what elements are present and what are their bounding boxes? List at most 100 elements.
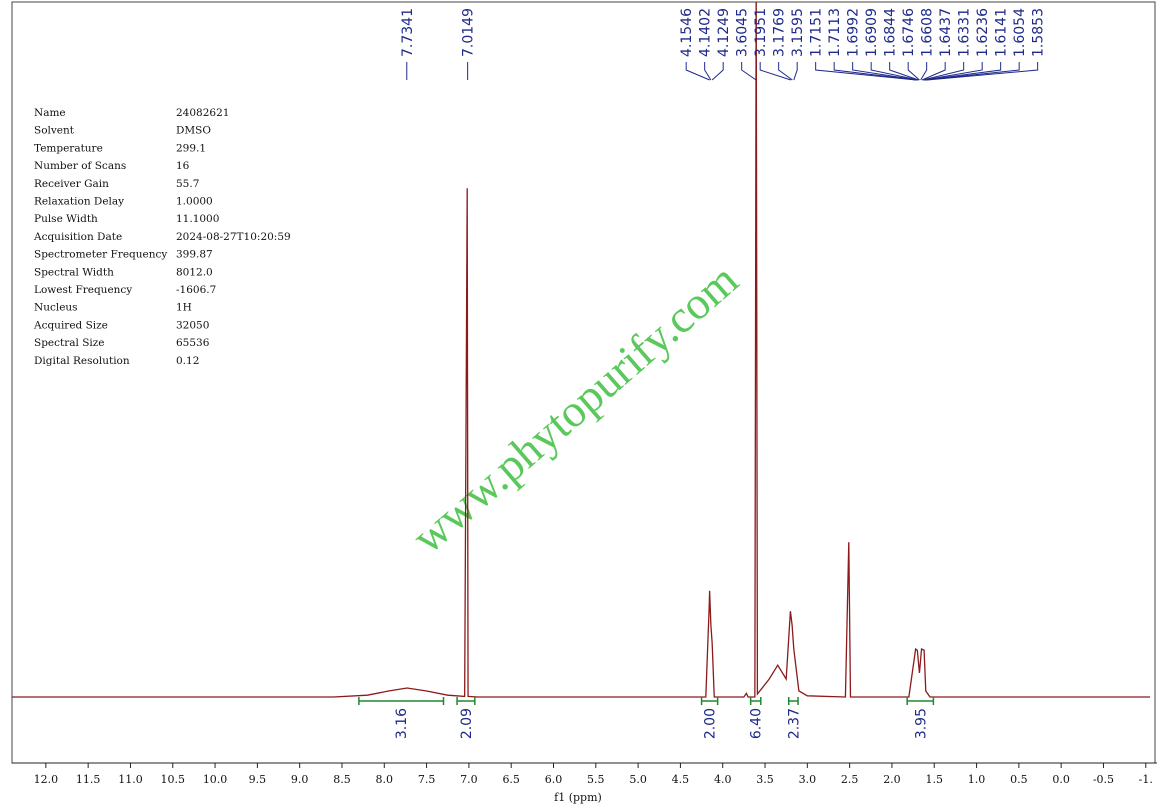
peak-label: 7.0149 xyxy=(461,8,477,57)
peak-marker xyxy=(741,62,757,81)
param-name: Pulse Width xyxy=(34,213,98,225)
peak-label: 1.7113 xyxy=(827,8,843,57)
peak-marker xyxy=(778,62,793,81)
x-tick-label: 7.0 xyxy=(460,773,478,786)
integral-label: 3.95 xyxy=(913,708,929,739)
param-name: Name xyxy=(34,107,66,119)
param-name: Relaxation Delay xyxy=(34,196,124,208)
param-name: Number of Scans xyxy=(34,160,126,172)
param-name: Lowest Frequency xyxy=(34,284,132,296)
peak-label: 1.6992 xyxy=(846,8,862,57)
peak-label: 1.6331 xyxy=(957,8,973,57)
param-value: 24082621 xyxy=(176,107,229,119)
peak-label: 7.7341 xyxy=(400,8,416,57)
peak-marker xyxy=(833,62,917,81)
x-tick-label: 3.5 xyxy=(756,773,774,786)
x-axis-label: f1 (ppm) xyxy=(554,791,602,804)
x-tick-label: 0.0 xyxy=(1052,773,1070,786)
param-name: Nucleus xyxy=(34,302,78,314)
peak-marker xyxy=(920,62,928,81)
x-tick-label: 1.5 xyxy=(925,773,943,786)
integral-label: 2.00 xyxy=(703,708,719,739)
peak-marker xyxy=(685,62,710,81)
x-tick-label: 2.0 xyxy=(883,773,901,786)
x-tick-label: 9.5 xyxy=(249,773,267,786)
x-tick-label: 5.0 xyxy=(629,773,647,786)
x-tick-label: 8.0 xyxy=(376,773,394,786)
x-tick-label: 0.5 xyxy=(1010,773,1028,786)
peak-marker xyxy=(889,62,919,81)
integral-label: 2.09 xyxy=(459,708,475,739)
peak-marker xyxy=(759,62,791,81)
x-tick-label: 4.5 xyxy=(672,773,690,786)
peak-marker xyxy=(921,62,946,81)
param-value: 299.1 xyxy=(176,142,206,154)
param-name: Spectral Size xyxy=(34,337,105,349)
peak-marker xyxy=(852,62,918,81)
param-name: Spectrometer Frequency xyxy=(34,249,167,261)
integral-label: 6.40 xyxy=(749,708,765,739)
peak-label: 1.6909 xyxy=(864,8,880,57)
integral-label: 3.16 xyxy=(394,708,410,739)
x-tick-label: -0.5 xyxy=(1093,773,1114,786)
param-name: Digital Resolution xyxy=(34,355,130,367)
peak-label: 1.7151 xyxy=(809,8,825,57)
x-tick-label: 5.5 xyxy=(587,773,605,786)
x-tick-label: 10.0 xyxy=(203,773,228,786)
x-tick-label: 7.5 xyxy=(418,773,436,786)
peak-label: 1.6746 xyxy=(901,8,917,57)
x-tick-label: 2.5 xyxy=(841,773,859,786)
peak-marker xyxy=(922,62,965,81)
param-value: 16 xyxy=(176,160,190,172)
peak-label: 1.6141 xyxy=(994,8,1010,57)
param-value: -1606.7 xyxy=(176,284,216,296)
param-value: 399.87 xyxy=(176,249,213,261)
param-name: Temperature xyxy=(34,142,103,154)
watermark: www.phytopurify.com xyxy=(402,253,747,563)
param-value: 55.7 xyxy=(176,178,199,190)
param-value: 32050 xyxy=(176,319,209,331)
x-tick-label: 8.5 xyxy=(333,773,351,786)
peak-marker xyxy=(711,62,724,81)
x-tick-label: 12.0 xyxy=(34,773,59,786)
x-tick-label: 3.0 xyxy=(799,773,817,786)
peak-marker xyxy=(923,62,983,81)
peak-label: 1.5853 xyxy=(1031,8,1047,57)
x-tick-label: -1. xyxy=(1139,773,1153,786)
param-name: Spectral Width xyxy=(34,266,114,278)
peak-marker xyxy=(704,62,712,81)
x-tick-label: 11.5 xyxy=(76,773,101,786)
x-tick-label: 6.0 xyxy=(545,773,563,786)
param-value: 8012.0 xyxy=(176,266,213,278)
x-tick-label: 11.0 xyxy=(118,773,143,786)
peak-label: 3.1951 xyxy=(753,8,769,57)
param-value: 11.1000 xyxy=(176,213,219,225)
integral-bracket xyxy=(456,697,476,705)
integral-bracket xyxy=(749,697,762,705)
peak-marker xyxy=(870,62,919,81)
peak-marker xyxy=(925,62,1020,81)
param-value: 0.12 xyxy=(176,355,199,367)
peak-label: 1.6236 xyxy=(975,8,991,57)
peak-label: 1.6608 xyxy=(920,8,936,57)
param-name: Acquired Size xyxy=(33,319,108,331)
peak-label: 4.1402 xyxy=(698,8,714,57)
peak-label: 4.1249 xyxy=(716,8,732,57)
x-tick-label: 4.0 xyxy=(714,773,732,786)
integral-bracket xyxy=(358,697,445,705)
peak-marker xyxy=(907,62,920,81)
peak-marker xyxy=(924,62,1002,81)
integral-label: 2.37 xyxy=(786,708,802,739)
integral-bracket xyxy=(787,697,799,705)
peak-label: 3.1769 xyxy=(772,8,788,57)
x-tick-label: 1.0 xyxy=(968,773,986,786)
peak-marker xyxy=(793,62,798,81)
param-value: DMSO xyxy=(176,125,211,137)
peak-label: 1.6437 xyxy=(938,8,954,57)
param-name: Acquisition Date xyxy=(33,231,122,243)
peak-marker xyxy=(926,62,1039,81)
param-value: 65536 xyxy=(176,337,210,349)
peak-label: 1.6054 xyxy=(1012,8,1028,57)
